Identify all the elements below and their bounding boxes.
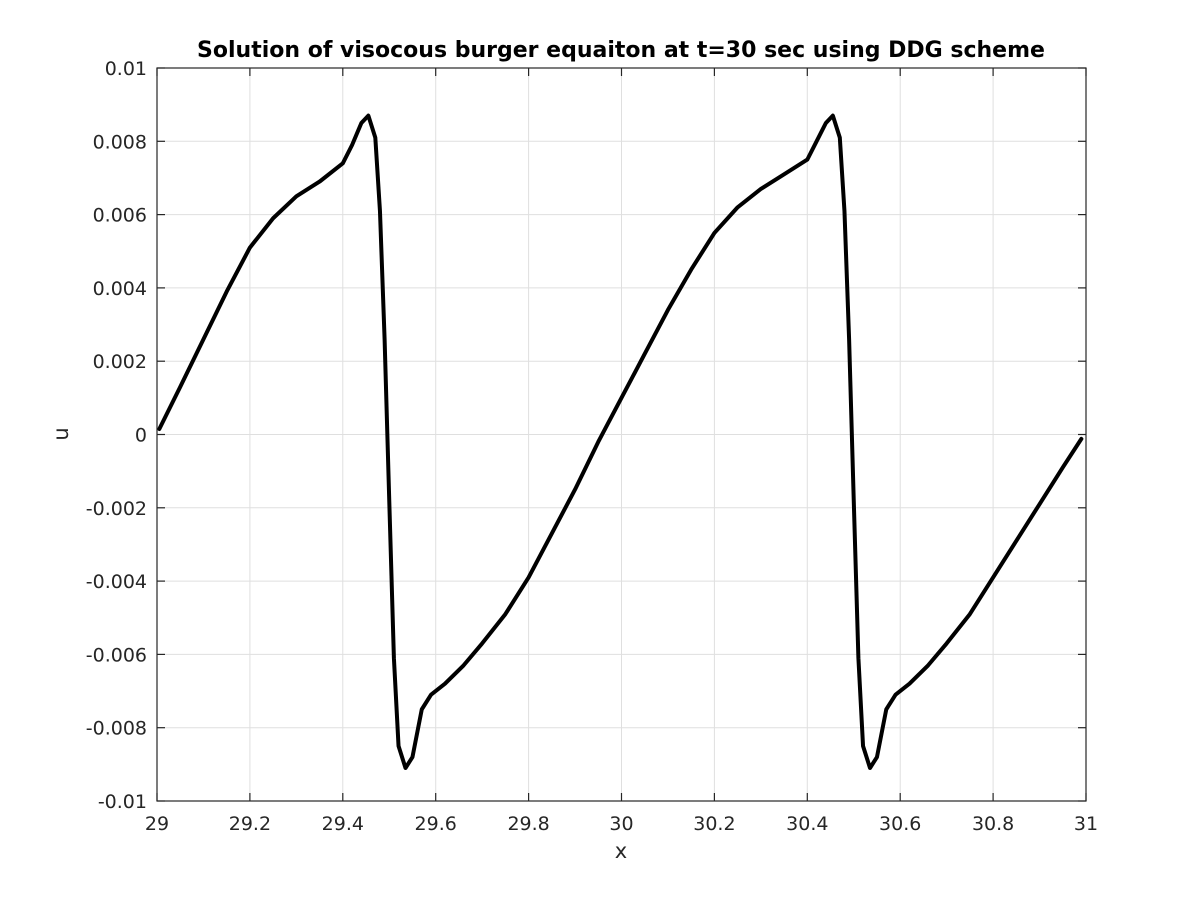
y-tick-label: -0.008 [86,718,147,740]
x-tick-label: 30.8 [972,813,1014,835]
x-tick-label: 29 [145,813,169,835]
series-layer [157,113,1084,771]
y-tick-label: 0 [135,425,147,447]
x-tick-label: 29.4 [322,813,364,835]
y-tick-label: 0.008 [93,131,147,153]
x-tick-label: 30.2 [693,813,735,835]
y-axis: 0.01 0.008 0.006 0.004 0.002 0 -0.002 -0.004 -0.… [86,58,1086,813]
y-tick-label: 0.002 [93,351,147,373]
y-tick-label: -0.006 [86,644,147,666]
y-tick-label: -0.004 [86,571,147,593]
y-axis-label: u [49,427,73,440]
x-tick-label: 30 [609,813,633,835]
y-tick-label: 0.006 [93,205,147,227]
y-tick-label: -0.01 [98,791,147,813]
x-tick-label: 30.4 [786,813,828,835]
y-tick-label: 0.01 [105,58,147,80]
y-tick-label: -0.002 [86,498,147,520]
x-tick-label: 29.2 [229,813,271,835]
y-tick-label: 0.004 [93,278,147,300]
x-tick-label: 29.8 [507,813,549,835]
chart-title: Solution of visocous burger equaiton at … [197,38,1045,63]
x-axis: 29 29.2 29.4 29.6 29.8 30 30.2 30.4 30.6 30.8 31 [145,68,1098,835]
x-tick-label: 31 [1074,813,1098,835]
x-axis-label: x [615,839,627,863]
x-tick-label: 29.6 [415,813,457,835]
x-tick-label: 30.6 [879,813,921,835]
series-line-0 [157,113,1084,771]
